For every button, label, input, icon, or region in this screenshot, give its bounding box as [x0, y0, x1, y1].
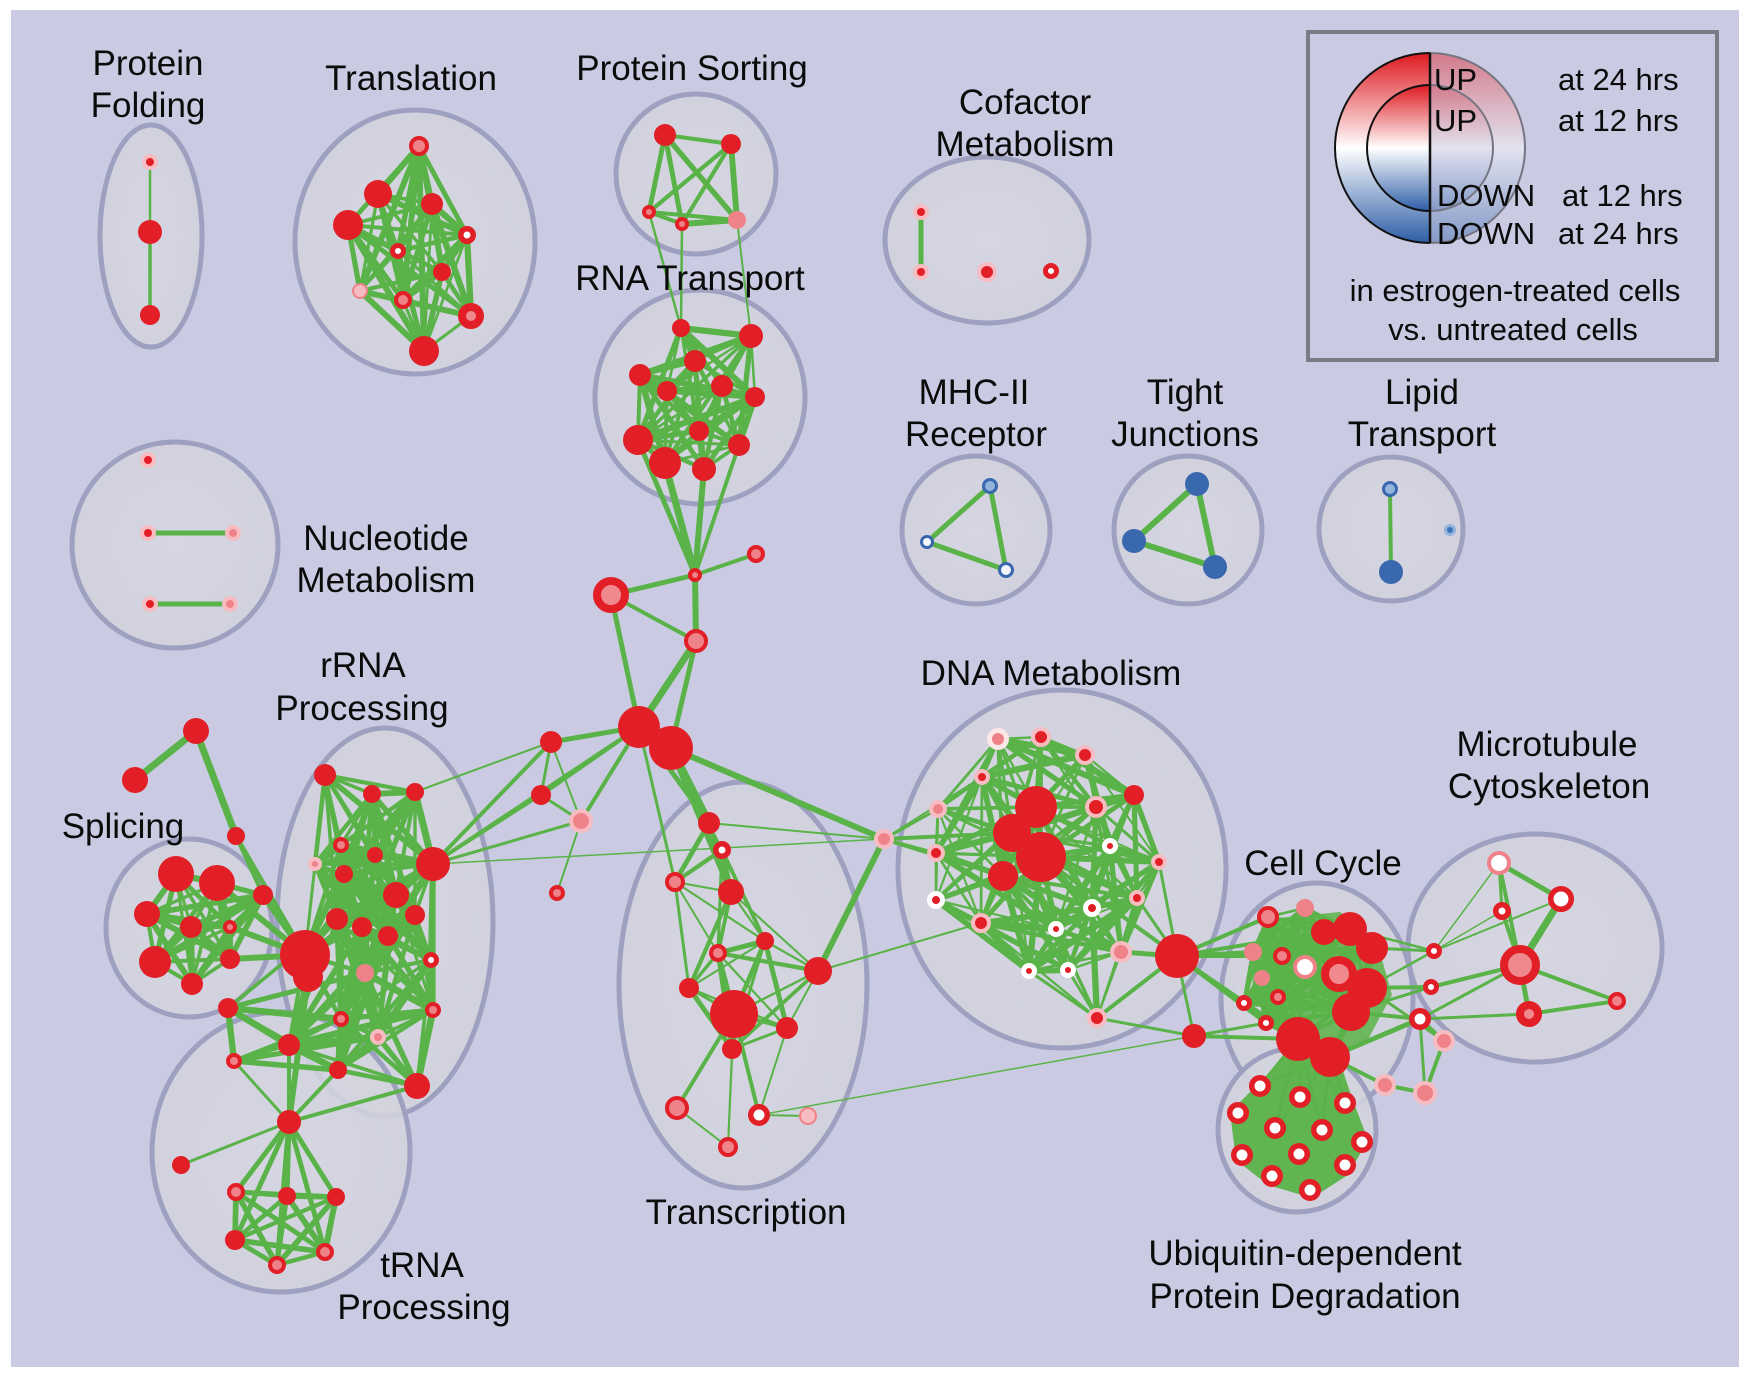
- svg-text:at 12 hrs: at 12 hrs: [1558, 103, 1679, 138]
- svg-text:Metabolism: Metabolism: [936, 125, 1115, 164]
- svg-text:Metabolism: Metabolism: [297, 561, 476, 600]
- svg-text:Ubiquitin-dependent: Ubiquitin-dependent: [1148, 1234, 1462, 1273]
- svg-text:Cytoskeleton: Cytoskeleton: [1448, 767, 1650, 806]
- svg-text:rRNA: rRNA: [320, 646, 406, 685]
- svg-text:Receptor: Receptor: [905, 415, 1047, 454]
- svg-text:in estrogen-treated cells: in estrogen-treated cells: [1350, 273, 1681, 308]
- svg-text:Tight: Tight: [1147, 373, 1224, 412]
- svg-text:Transport: Transport: [1348, 415, 1497, 454]
- svg-text:DNA Metabolism: DNA Metabolism: [921, 654, 1182, 693]
- svg-text:Folding: Folding: [91, 86, 206, 125]
- svg-text:Nucleotide: Nucleotide: [303, 519, 468, 558]
- svg-text:Cofactor: Cofactor: [959, 83, 1092, 122]
- svg-text:Splicing: Splicing: [62, 807, 185, 846]
- svg-text:Cell Cycle: Cell Cycle: [1244, 844, 1402, 883]
- svg-text:RNA Transport: RNA Transport: [575, 259, 805, 298]
- svg-text:UP: UP: [1434, 103, 1477, 138]
- svg-text:Translation: Translation: [325, 59, 497, 98]
- svg-text:at 24 hrs: at 24 hrs: [1558, 216, 1679, 251]
- svg-text:UP: UP: [1434, 62, 1477, 97]
- svg-text:Microtubule: Microtubule: [1457, 725, 1638, 764]
- svg-text:tRNA: tRNA: [380, 1246, 464, 1285]
- svg-text:Protein: Protein: [93, 44, 204, 83]
- svg-text:Junctions: Junctions: [1111, 415, 1259, 454]
- svg-text:MHC-II: MHC-II: [919, 373, 1030, 412]
- svg-text:Processing: Processing: [275, 689, 448, 728]
- svg-text:at 24 hrs: at 24 hrs: [1558, 62, 1679, 97]
- svg-text:Processing: Processing: [337, 1288, 510, 1327]
- svg-text:Transcription: Transcription: [646, 1193, 847, 1232]
- svg-text:vs. untreated cells: vs. untreated cells: [1388, 312, 1638, 347]
- svg-text:DOWN: DOWN: [1437, 178, 1535, 213]
- svg-text:Protein Sorting: Protein Sorting: [576, 49, 808, 88]
- svg-text:at 12 hrs: at 12 hrs: [1562, 178, 1683, 213]
- svg-text:DOWN: DOWN: [1437, 216, 1535, 251]
- svg-text:Lipid: Lipid: [1385, 373, 1459, 412]
- svg-text:Protein Degradation: Protein Degradation: [1149, 1277, 1460, 1316]
